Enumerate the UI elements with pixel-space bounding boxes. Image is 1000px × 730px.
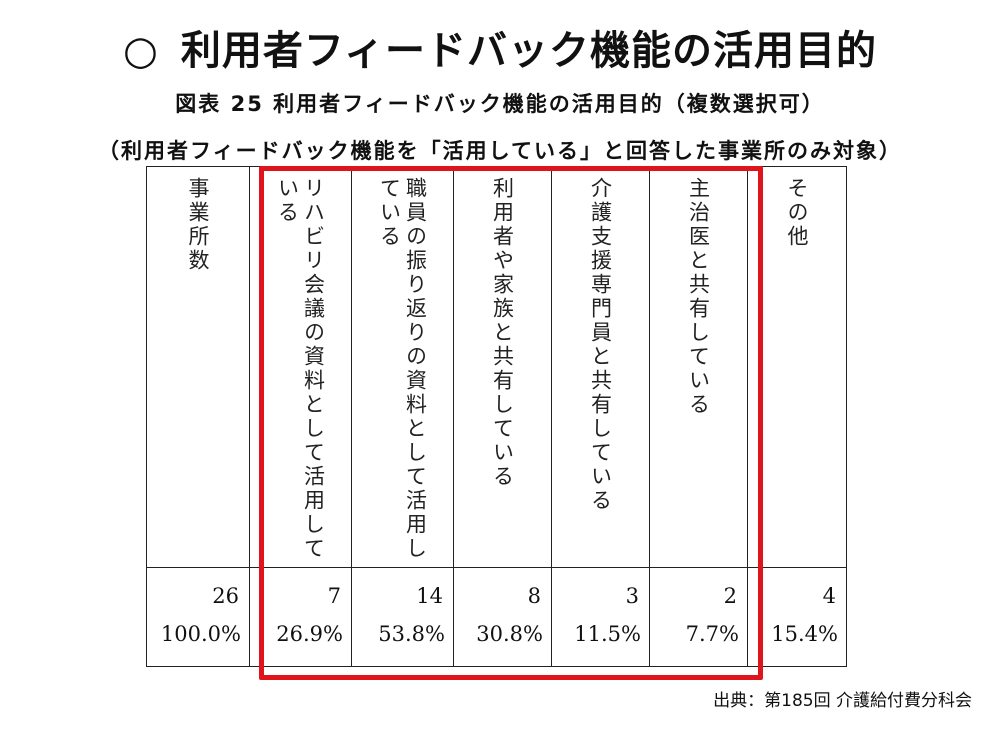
figure-note: （利用者フィードバック機能を「活用している」と回答した事業所のみ対象）	[98, 139, 902, 163]
value-cell: 7 26.9%	[249, 567, 352, 667]
slide-title: ○ 利用者フィードバック機能の活用目的	[0, 18, 1000, 76]
count-value: 2	[723, 584, 737, 608]
value-cell: 4 15.4%	[747, 567, 847, 667]
value-cell: 14 53.8%	[351, 567, 454, 667]
header-cell: 職員の振り返りの資料として活用している	[351, 166, 454, 568]
header-text: 介護支援専門員と共有している	[588, 177, 613, 513]
value-cell: 8 30.8%	[453, 567, 552, 667]
data-table: 事業所数 リハビリ会議の資料として活用している 職員の振り返りの資料として活用し…	[146, 166, 847, 667]
value-cell: 2 7.7%	[649, 567, 748, 667]
source-citation: 出典：第185回 介護給付費分科会	[713, 691, 972, 711]
header-cell: 介護支援専門員と共有している	[551, 166, 650, 568]
percent-value: 15.4%	[771, 622, 838, 646]
header-text: 主治医と共有している	[686, 177, 711, 417]
value-cell: 3 11.5%	[551, 567, 650, 667]
percent-value: 53.8%	[378, 622, 445, 646]
slide-title-text: 利用者フィードバック機能の活用目的	[180, 28, 878, 74]
percent-value: 100.0%	[160, 622, 241, 646]
table-header-row: 事業所数 リハビリ会議の資料として活用している 職員の振り返りの資料として活用し…	[146, 166, 847, 568]
header-cell: 利用者や家族と共有している	[453, 166, 552, 568]
table-value-row: 26 100.0% 7 26.9% 14 53.8% 8 30.8% 3 11.5% 2 7…	[146, 567, 847, 667]
count-value: 3	[625, 584, 639, 608]
circle-mark: ○	[122, 28, 159, 74]
header-cell: 事業所数	[146, 166, 250, 568]
header-text: その他	[785, 177, 809, 249]
percent-value: 7.7%	[685, 622, 739, 646]
count-value: 7	[327, 584, 341, 608]
header-text: 利用者や家族と共有している	[490, 177, 515, 489]
header-cell: リハビリ会議の資料として活用している	[249, 166, 352, 568]
count-value: 8	[527, 584, 541, 608]
percent-value: 30.8%	[476, 622, 543, 646]
count-value: 14	[416, 584, 443, 608]
figure-title: 図表 25 利用者フィードバック機能の活用目的（複数選択可）	[175, 92, 825, 116]
header-cell: 主治医と共有している	[649, 166, 748, 568]
percent-value: 11.5%	[574, 622, 641, 646]
count-value: 26	[212, 584, 239, 608]
percent-value: 26.9%	[276, 622, 343, 646]
value-cell: 26 100.0%	[146, 567, 250, 667]
header-cell: その他	[747, 166, 847, 568]
header-text: 事業所数	[186, 177, 210, 273]
header-text: 職員の振り返りの資料として活用している	[377, 177, 428, 561]
count-value: 4	[822, 584, 836, 608]
header-text: リハビリ会議の資料として活用している	[275, 177, 326, 561]
